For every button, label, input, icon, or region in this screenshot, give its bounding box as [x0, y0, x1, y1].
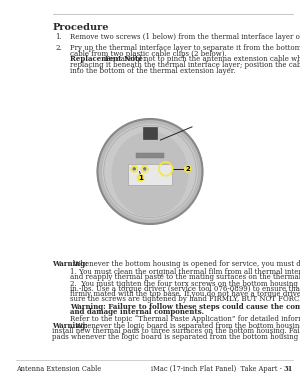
Text: 2.: 2. — [56, 44, 62, 52]
FancyBboxPatch shape — [136, 153, 164, 158]
Text: 31: 31 — [283, 365, 292, 373]
Text: and reapply thermal paste to the mating surfaces on the thermal pipe.: and reapply thermal paste to the mating … — [70, 273, 300, 281]
Text: Warning:: Warning: — [52, 322, 88, 331]
Ellipse shape — [103, 124, 197, 219]
FancyBboxPatch shape — [128, 164, 172, 185]
Ellipse shape — [184, 166, 191, 172]
Text: Warning:: Warning: — [52, 260, 88, 268]
Text: Pry up the thermal interface layer to separate it from the bottom housing. Remov: Pry up the thermal interface layer to se… — [70, 44, 300, 52]
Text: Antenna Extension Cable: Antenna Extension Cable — [16, 365, 101, 373]
Text: Whenever the logic board is separated from the bottom housing, you must: Whenever the logic board is separated fr… — [71, 322, 300, 331]
Text: Warning: Failure to follow these steps could cause the computer to overheat: Warning: Failure to follow these steps c… — [70, 303, 300, 311]
Text: Remove two screws (1 below) from the thermal interface layer of the bottom housi: Remove two screws (1 below) from the the… — [70, 33, 300, 41]
Text: firmly mated with the top base. If you do not have a torque driver, you must mak: firmly mated with the top base. If you d… — [70, 290, 300, 298]
Text: pads whenever the logic board is separated from the bottom housing could cause t: pads whenever the logic board is separat… — [52, 333, 300, 341]
Text: into the bottom of the thermal extension layer.: into the bottom of the thermal extension… — [70, 67, 236, 75]
Text: in.-lbs. Use a torque driver (service tool 076-0899) to ensure that the thermal : in.-lbs. Use a torque driver (service to… — [70, 285, 300, 293]
Ellipse shape — [112, 132, 188, 216]
Text: sure the screws are tightened by hand FIRMLY, BUT NOT FORCIBLY.: sure the screws are tightened by hand FI… — [70, 295, 300, 303]
Text: and damage internal components.: and damage internal components. — [70, 308, 205, 316]
Text: 1: 1 — [138, 175, 143, 181]
Text: Whenever the bottom housing is opened for service, you must do two things:: Whenever the bottom housing is opened fo… — [71, 260, 300, 268]
Ellipse shape — [144, 168, 146, 170]
Text: Be careful not to pinch the antenna extension cable when: Be careful not to pinch the antenna exte… — [103, 55, 300, 64]
Text: Replacement Note:: Replacement Note: — [70, 55, 146, 64]
Text: replacing it beneath the thermal interface layer; position the cable in the chan: replacing it beneath the thermal interfa… — [70, 61, 300, 69]
Text: 2: 2 — [185, 166, 190, 172]
Text: Refer to the topic “Thermal Paste Application” for detailed information.: Refer to the topic “Thermal Paste Applic… — [70, 315, 300, 323]
Ellipse shape — [133, 168, 135, 170]
Text: iMac (17-inch Flat Panel)  Take Apart -: iMac (17-inch Flat Panel) Take Apart - — [151, 365, 284, 373]
Ellipse shape — [98, 119, 202, 224]
Text: 1. You must clean the original thermal film from all thermal interface mating su: 1. You must clean the original thermal f… — [70, 268, 300, 276]
FancyBboxPatch shape — [143, 127, 157, 139]
Text: Procedure: Procedure — [52, 23, 109, 32]
Text: 1.: 1. — [56, 33, 62, 41]
Text: 2.  You must tighten the four torx screws on the bottom housing to a minimum of : 2. You must tighten the four torx screws… — [70, 280, 300, 288]
Text: install new thermal pads to three surfaces on the bottom housing. Failure to app: install new thermal pads to three surfac… — [52, 327, 300, 336]
Ellipse shape — [137, 175, 144, 181]
Text: cable from two plastic cable clips (2 below).: cable from two plastic cable clips (2 be… — [70, 50, 227, 58]
